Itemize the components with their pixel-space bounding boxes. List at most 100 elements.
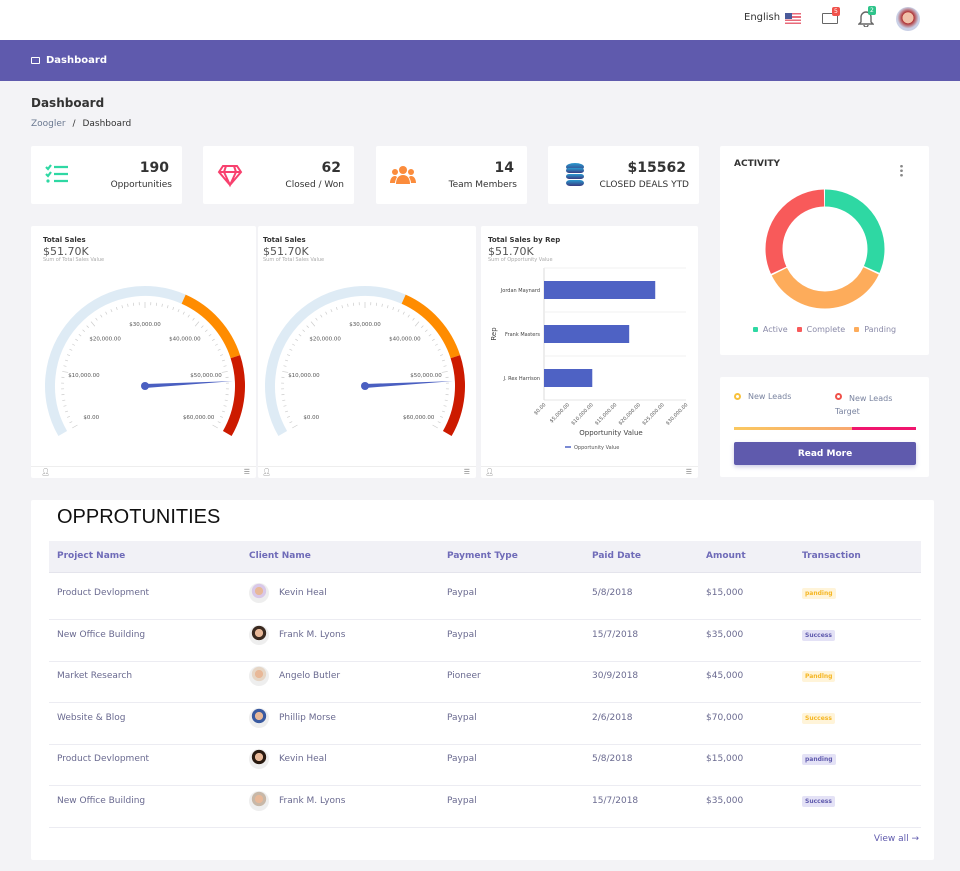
gauge-tick <box>219 354 224 356</box>
read-more-button[interactable]: Read More <box>734 442 916 465</box>
gauge-tick <box>217 421 221 424</box>
stat-value: $15562 <box>627 160 686 176</box>
paid-date: 2/6/2018 <box>592 712 633 723</box>
view-all-link[interactable]: View all → <box>873 834 919 844</box>
gauge-tick-label: $50,000.00 <box>190 373 222 379</box>
more-options-icon[interactable] <box>900 164 903 177</box>
gauge-tick <box>192 317 195 321</box>
gauge-band <box>45 286 186 436</box>
breadcrumb: Zoogler / Dashboard <box>31 119 131 129</box>
gauge-chart: $0.00 $10,000.00 $20,000.00 $30,000.00 $40,0… <box>45 286 245 436</box>
gauge-tick <box>282 399 286 401</box>
gauge-tick <box>187 314 190 318</box>
table-row[interactable] <box>49 745 921 786</box>
gauge-tick-label: $40,000.00 <box>169 337 201 343</box>
gauge-tick <box>439 416 444 418</box>
gauge-needle <box>364 381 453 388</box>
client-name: Phillip Morse <box>279 712 336 723</box>
project-name: Market Research <box>57 671 133 681</box>
gauge-tick <box>219 416 224 418</box>
gauge-tick <box>335 306 338 311</box>
amount: $70,000 <box>706 712 744 723</box>
user-avatar[interactable] <box>896 7 920 31</box>
column-header[interactable]: Client Name <box>249 551 311 561</box>
column-header[interactable]: Project Name <box>57 551 126 561</box>
gauge-tick <box>439 354 444 356</box>
gauge-tick <box>443 365 447 367</box>
gauge-tick <box>289 348 293 351</box>
chart-value: $51.70K <box>263 245 309 258</box>
x-tick-label: $5,000.00 <box>549 402 571 424</box>
column-header[interactable]: Payment Type <box>447 551 518 561</box>
donut-segment-active[interactable] <box>765 189 885 309</box>
menu-icon[interactable]: ☰ <box>463 468 470 476</box>
gauge-tick <box>302 329 306 333</box>
gauge-tick <box>62 371 69 373</box>
payment-type: Paypal <box>447 629 477 640</box>
nav-bar: Dashboard <box>0 40 960 81</box>
gauge-tick <box>66 354 71 356</box>
payment-type: Paypal <box>447 795 477 806</box>
gauge-tick <box>330 309 333 313</box>
gauge-tick <box>315 317 318 321</box>
payment-type: Paypal <box>447 588 477 598</box>
bar-j-rex-harrison[interactable] <box>544 369 593 387</box>
gauge-tick <box>444 399 448 401</box>
table-row[interactable] <box>49 787 921 828</box>
gauge-tick <box>75 338 79 341</box>
donut-segment-complete[interactable] <box>765 189 885 309</box>
user-icon[interactable]: 👤︎ <box>485 468 494 476</box>
amount: $35,000 <box>706 795 744 806</box>
bar-frank-masters[interactable] <box>544 325 630 343</box>
x-tick-label: $25,000.00 <box>641 402 665 426</box>
column-header[interactable]: Transaction <box>802 551 861 561</box>
donut-segment-panding[interactable] <box>765 189 885 309</box>
breadcrumb-current: Dashboard <box>82 119 132 129</box>
gauge-tick <box>65 410 69 413</box>
table-row[interactable] <box>49 662 921 703</box>
us-flag-icon[interactable] <box>785 13 801 24</box>
leads-progress <box>734 427 916 430</box>
gauge-tick <box>223 405 227 407</box>
gauge-tick <box>325 311 328 315</box>
breadcrumb-home[interactable]: Zoogler <box>31 119 66 129</box>
language-selector[interactable]: English <box>744 12 781 23</box>
gauge-tick-label: $10,000.00 <box>288 373 320 379</box>
nav-dashboard[interactable]: Dashboard <box>46 55 107 66</box>
chart-subtitle: Sum of Total Sales Value <box>263 257 325 263</box>
user-icon[interactable]: 👤︎ <box>262 468 271 476</box>
leads-target-label: New Leads Target <box>835 394 893 416</box>
client-avatar <box>249 707 269 728</box>
x-tick-label: $30,000.00 <box>665 402 689 426</box>
bar-jordan-maynard[interactable] <box>544 281 656 299</box>
user-icon[interactable]: 👤︎ <box>41 468 50 476</box>
menu-icon[interactable]: ☰ <box>243 468 250 476</box>
amount: $45,000 <box>706 671 744 681</box>
gauge-tick <box>441 410 445 413</box>
transaction-badge: panding <box>802 754 836 765</box>
paid-date: 30/9/2018 <box>592 671 639 681</box>
table-row[interactable] <box>49 704 921 745</box>
gauge-tick-label: $0.00 <box>303 415 319 421</box>
column-header[interactable]: Paid Date <box>592 551 642 561</box>
x-tick-label: $15,000.00 <box>594 402 618 426</box>
gauge-tick <box>386 305 389 309</box>
table-row[interactable] <box>49 579 921 620</box>
gauge-tick <box>217 348 221 351</box>
notification-badge: 2 <box>868 6 876 15</box>
client-avatar <box>249 624 269 645</box>
gauge-tick <box>204 329 208 333</box>
table-title: OPPROTUNITIES <box>57 506 221 528</box>
breadcrumb-separator: / <box>72 119 76 129</box>
column-header[interactable]: Amount <box>706 551 746 561</box>
mail-icon[interactable] <box>822 13 838 24</box>
menu-icon[interactable]: ☰ <box>685 468 692 476</box>
chart-subtitle: Sum of Total Sales Value <box>43 257 105 263</box>
client-avatar <box>249 583 269 603</box>
gauge-tick <box>63 405 67 407</box>
gauge-tick <box>86 325 89 328</box>
gauge-tick <box>166 305 169 309</box>
table-row[interactable] <box>49 621 921 662</box>
gauge-tick <box>283 365 287 367</box>
client-name: Frank M. Lyons <box>279 795 346 806</box>
